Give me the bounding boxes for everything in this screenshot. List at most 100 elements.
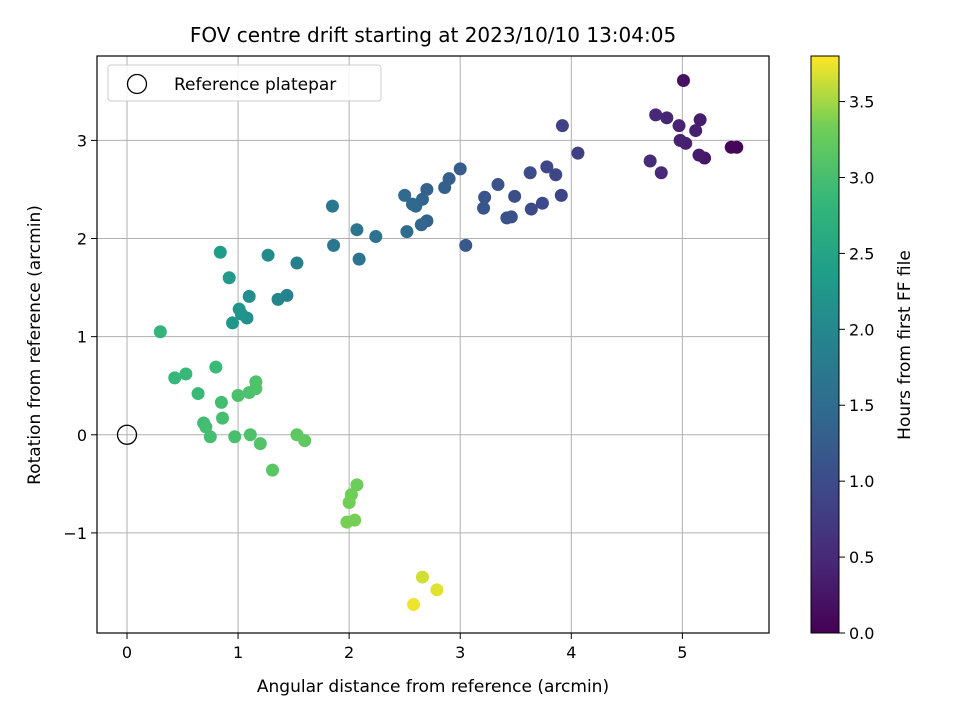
scatter-point: [660, 111, 674, 125]
scatter-point: [500, 211, 514, 225]
scatter-point: [693, 113, 707, 127]
scatter-point: [491, 178, 505, 192]
y-tick-label: 2: [77, 230, 87, 249]
reference-marker-layer: [116, 424, 138, 445]
scatter-point: [415, 570, 429, 584]
scatter-point: [199, 420, 213, 434]
scatter-point: [555, 119, 569, 133]
scatter-point: [549, 168, 563, 182]
colorbar-label: Hours from first FF file: [895, 250, 915, 440]
x-tick-label: 2: [344, 643, 354, 662]
scatter-point: [191, 387, 205, 401]
scatter-point: [540, 160, 554, 174]
scatter-point: [261, 248, 275, 262]
scatter-point: [438, 180, 452, 194]
scatter-point: [523, 166, 537, 180]
scatter-point: [672, 119, 686, 133]
legend-label: Reference platepar: [174, 75, 336, 95]
scatter-points: [153, 74, 744, 612]
scatter-point: [673, 133, 687, 147]
scatter-point: [676, 74, 690, 88]
scatter-point: [554, 188, 568, 202]
scatter-point: [298, 434, 312, 448]
x-axis-ticks: 0 1 2 3 4 5: [122, 633, 687, 662]
x-tick-label: 1: [233, 643, 243, 662]
y-tick-label: 1: [77, 328, 87, 347]
scatter-point: [228, 430, 242, 444]
scatter-point: [508, 189, 522, 203]
scatter-point: [242, 289, 256, 303]
scatter-point: [226, 316, 240, 330]
scatter-point: [153, 325, 167, 339]
scatter-point: [369, 230, 383, 244]
colorbar-tick-label: 2.5: [849, 244, 874, 263]
y-tick-label: 0: [77, 426, 87, 445]
scatter-point: [478, 190, 492, 204]
colorbar-tick-label: 1.0: [849, 472, 874, 491]
scatter-point: [724, 140, 738, 154]
scatter-point: [654, 166, 668, 180]
y-tick-label: −1: [63, 524, 87, 543]
colorbar-tick-label: 0.5: [849, 548, 874, 567]
colorbar-tick-label: 1.5: [849, 396, 874, 415]
scatter-point: [571, 146, 585, 160]
y-axis-label: Rotation from reference (arcmin): [25, 205, 45, 485]
scatter-point: [398, 188, 412, 202]
scatter-point: [350, 478, 364, 492]
scatter-point: [340, 515, 354, 529]
legend-box: [107, 64, 382, 102]
scatter-point: [643, 154, 657, 168]
scatter-point: [290, 256, 304, 270]
scatter-point: [265, 463, 279, 477]
legend: Reference platepar: [107, 64, 382, 102]
colorbar-tick-label: 3.0: [849, 168, 874, 187]
scatter-point: [405, 197, 419, 211]
scatter-point: [342, 495, 356, 509]
y-tick-label: 3: [77, 131, 87, 150]
scatter-point: [400, 225, 414, 239]
scatter-point: [249, 375, 263, 389]
scatter-point: [168, 371, 182, 385]
scatter-point: [179, 367, 193, 381]
scatter-point: [407, 598, 421, 612]
scatter-point: [459, 238, 473, 252]
scatter-point: [535, 196, 549, 210]
scatter-point: [350, 223, 364, 237]
chart-title: FOV centre drift starting at 2023/10/10 …: [190, 23, 676, 47]
scatter-point: [453, 162, 467, 176]
colorbar-ticks: 0.0 0.5 1.0 1.5 2.0 2.5 3.0 3.5: [839, 93, 874, 643]
scatter-point: [253, 437, 267, 451]
reference-platepar-marker: [116, 424, 138, 445]
x-tick-label: 3: [455, 643, 465, 662]
colorbar: [810, 55, 840, 634]
scatter-point: [216, 411, 230, 425]
scatter-point: [243, 428, 257, 442]
colorbar-tick-label: 3.5: [849, 93, 874, 112]
scatter-point: [327, 238, 341, 252]
scatter-point: [271, 292, 285, 306]
y-axis-ticks: −1 0 1 2 3: [63, 131, 97, 543]
scatter-point: [524, 202, 538, 216]
scatter-point: [203, 430, 217, 444]
scatter-point: [222, 271, 236, 285]
scatter-point: [352, 252, 366, 266]
plot-frame: [96, 55, 770, 634]
scatter-point: [232, 302, 246, 316]
legend-reference-marker: [126, 73, 148, 95]
x-axis-label: Angular distance from reference (arcmin): [257, 677, 609, 697]
scatter-point: [231, 389, 245, 403]
scatter-point: [414, 218, 428, 232]
scatter-point: [430, 583, 444, 597]
colorbar-tick-label: 0.0: [849, 624, 874, 643]
scatter-point: [209, 360, 223, 374]
x-tick-label: 5: [677, 643, 687, 662]
scatter-point: [420, 182, 434, 196]
scatter-point: [649, 108, 663, 122]
x-tick-label: 4: [566, 643, 576, 662]
scatter-point: [692, 148, 706, 162]
scatter-point: [213, 245, 227, 259]
scatter-point: [689, 124, 703, 138]
colorbar-tick-label: 2.0: [849, 320, 874, 339]
